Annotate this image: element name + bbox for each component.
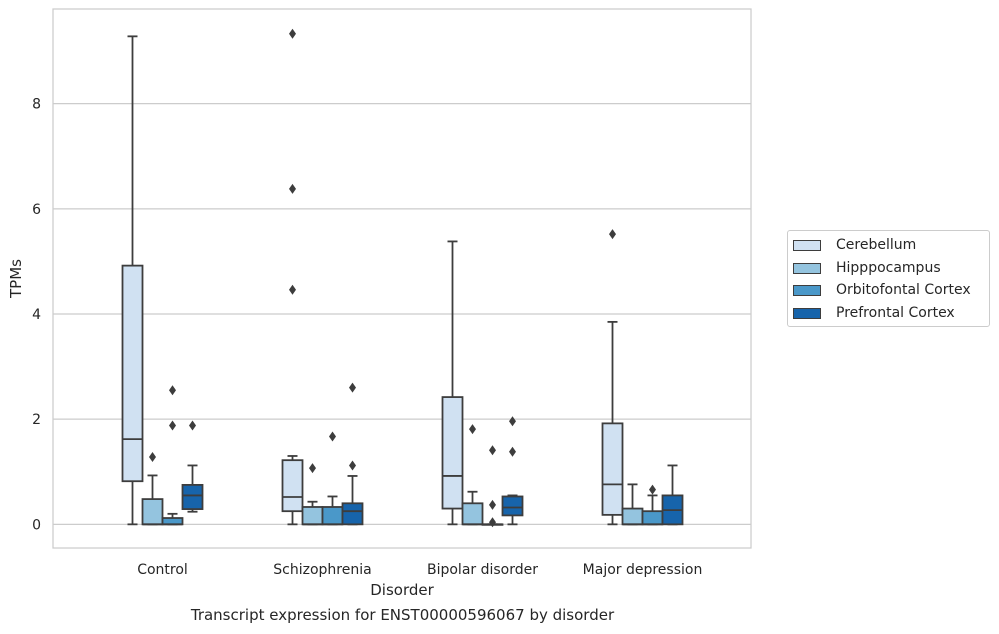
axes: 0 2 4 6 8 Control Schizophrenia Bipolar disorde…	[7, 97, 702, 599]
box-cerebellum	[601, 229, 624, 526]
outlier-point	[489, 517, 496, 528]
outlier-point	[149, 452, 156, 463]
outlier-point	[489, 499, 496, 510]
box-iqr	[161, 517, 184, 526]
legend-item-hippocampus: Hipppocampus	[793, 258, 941, 278]
outlier-point	[489, 445, 496, 456]
legend: Cerebellum Hipppocampus Orbitofontal Cor…	[787, 230, 990, 327]
legend-label-prefrontal-cortex: Prefrontal Cortex	[836, 305, 955, 321]
y-axis-title: TPMs	[7, 259, 25, 299]
outlier-point	[609, 229, 616, 240]
x-tick-label: Bipolar disorder	[427, 562, 538, 578]
boxes	[121, 28, 684, 528]
box-iqr	[121, 264, 144, 483]
box-iqr	[441, 396, 464, 510]
box-iqr	[601, 422, 624, 516]
outlier-point	[189, 420, 196, 431]
box-iqr	[621, 507, 644, 526]
y-tick-label: 2	[32, 412, 41, 428]
outlier-point	[469, 424, 476, 435]
outlier-point	[509, 416, 516, 427]
box-iqr	[641, 510, 664, 526]
y-tick-label: 8	[32, 97, 41, 113]
outlier-point	[509, 446, 516, 457]
box-cerebellum	[121, 35, 144, 526]
outlier-point	[289, 183, 296, 194]
legend-swatch-prefrontal-cortex	[793, 307, 821, 319]
box-iqr	[301, 506, 324, 526]
y-tick-label: 0	[32, 517, 41, 533]
legend-item-orbitofrontal-cortex: Orbitofontal Cortex	[793, 280, 971, 300]
legend-label-cerebellum: Cerebellum	[836, 237, 917, 253]
outlier-point	[349, 382, 356, 393]
outlier-point	[309, 463, 316, 474]
legend-swatch-hippocampus	[793, 262, 821, 274]
box-iqr	[281, 459, 304, 513]
outlier-point	[169, 420, 176, 431]
y-tick-label: 6	[32, 202, 41, 218]
legend-swatch-cerebellum	[793, 239, 821, 251]
box-cerebellum	[441, 240, 464, 526]
legend-swatch-orbitofrontal-cortex	[793, 284, 821, 296]
legend-item-prefrontal-cortex: Prefrontal Cortex	[793, 303, 955, 323]
x-tick-label: Schizophrenia	[273, 562, 371, 578]
box-hipppocampus	[461, 424, 484, 526]
box-prefrontal-cortex	[181, 420, 204, 513]
outlier-point	[289, 284, 296, 295]
x-axis-title: Disorder	[370, 581, 434, 599]
y-tick-label: 4	[32, 307, 41, 323]
box-iqr	[501, 495, 524, 517]
figure-caption: Transcript expression for ENST0000059606…	[190, 606, 615, 624]
box-hipppocampus	[141, 452, 164, 526]
box-iqr	[141, 498, 164, 526]
box-iqr	[181, 483, 204, 510]
legend-item-cerebellum: Cerebellum	[793, 235, 916, 255]
outlier-point	[649, 484, 656, 495]
box-orbitofontal-cortex	[161, 385, 184, 526]
box-orbitofontal-cortex	[481, 445, 504, 528]
outlier-point	[329, 431, 336, 442]
outlier-point	[169, 385, 176, 396]
box-iqr	[321, 506, 344, 526]
legend-label-hippocampus: Hipppocampus	[836, 260, 941, 276]
x-tick-label: Major depression	[583, 562, 703, 578]
box-iqr	[341, 502, 364, 526]
x-tick-label: Control	[137, 562, 188, 578]
box-prefrontal-cortex	[501, 416, 524, 526]
box-iqr	[461, 502, 484, 526]
box-prefrontal-cortex	[341, 382, 364, 526]
outlier-point	[289, 28, 296, 39]
box-cerebellum	[281, 28, 304, 526]
outlier-point	[349, 460, 356, 471]
box-orbitofontal-cortex	[321, 431, 344, 526]
legend-label-orbitofrontal-cortex: Orbitofontal Cortex	[836, 282, 971, 298]
box-prefrontal-cortex	[661, 464, 684, 526]
plot-area	[52, 8, 752, 549]
